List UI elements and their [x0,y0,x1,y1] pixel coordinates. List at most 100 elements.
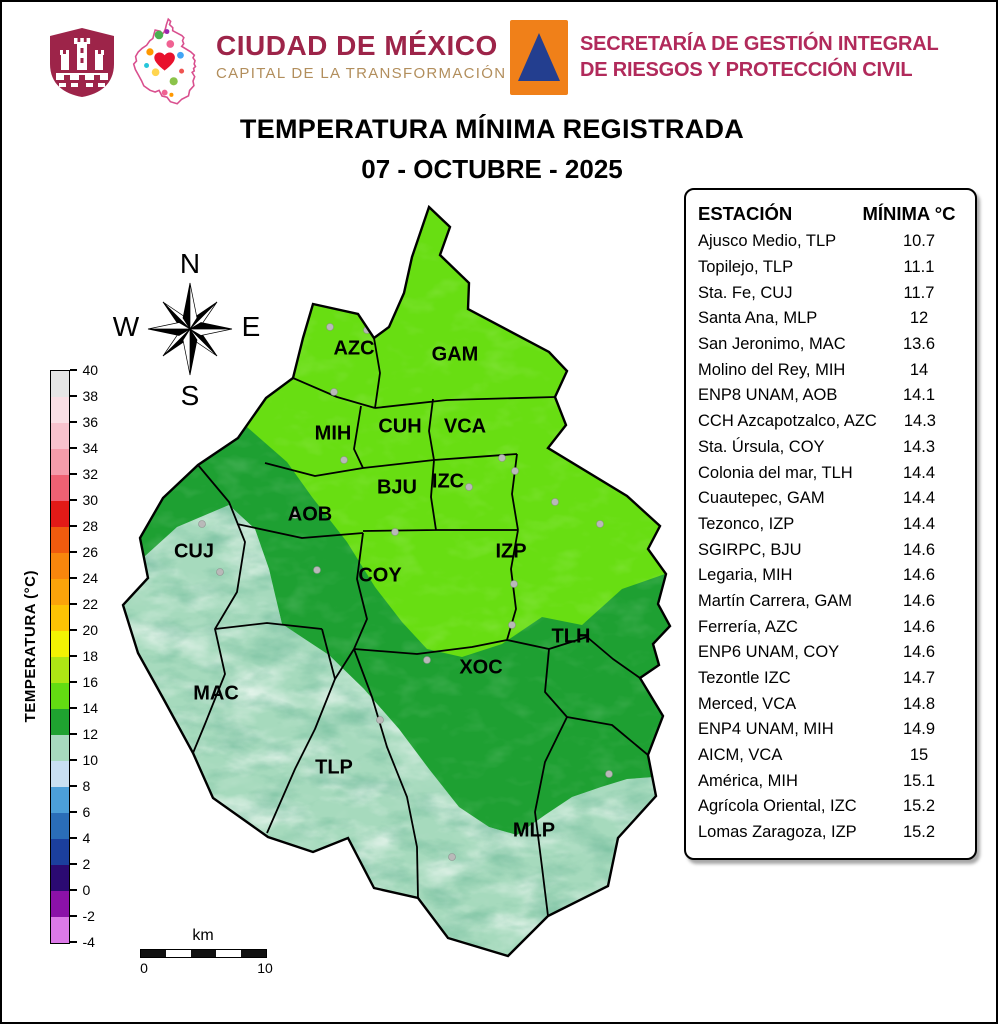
station-name: Ajusco Medio, TLP [698,232,837,251]
scalebar-segment [216,950,241,957]
colorbar-segment-28–30 [51,501,69,527]
table-row: ENP6 UNAM, COY 14.6 [698,640,963,666]
station-name: Legaria, MIH [698,566,793,585]
station-dot [465,483,473,491]
scalebar-segment [166,950,191,957]
colorbar-tick-label: 34 [82,440,99,456]
station-name: Merced, VCA [698,694,797,713]
colorbar-tick [69,915,77,917]
colorbar-segment-8–10 [51,761,69,787]
station-name: San Jeronimo, MAC [698,335,846,354]
colorbar-tick-label: 14 [82,700,99,716]
colorbar-tick [69,863,77,865]
colorbar-tick [69,941,77,943]
station-name: Colonia del mar, TLH [698,463,853,482]
colorbar-tick-label: 26 [82,544,99,560]
station-name: Martín Carrera, GAM [698,591,853,610]
station-name: Topilejo, TLP [698,258,794,277]
table-row: Sta. Úrsula, COY 14.3 [698,435,963,461]
station-dot [340,456,348,464]
station-temp: 14.1 [902,386,936,405]
district-label-aob: AOB [288,503,332,525]
station-table: ESTACIÓN MÍNIMA °C Ajusco Medio, TLP 10.7… [684,188,977,860]
station-temp: 12 [909,309,929,328]
cdmx-folkart-logo [132,17,197,105]
station-dot [406,244,414,252]
colorbar-tick [69,577,77,579]
table-row: SGIRPC, BJU 14.6 [698,537,963,563]
colorbar-tick-label: -2 [82,908,95,924]
scalebar-start: 0 [140,960,148,976]
colorbar-tick [69,733,77,735]
colorbar-segment-32–34 [51,449,69,475]
compass-east-label: E [241,311,261,342]
colorbar-tick-label: 12 [82,726,99,742]
compass-west-label: W [112,311,140,342]
station-temp: 14.6 [902,591,936,610]
colorbar-segment-34–36 [51,423,69,449]
district-label-cuh: CUH [378,415,421,437]
station-temp: 10.7 [902,232,936,251]
colorbar-tick [69,551,77,553]
title-line2: 07 - OCTUBRE - 2025 [361,154,623,184]
district-label-mlp: MLP [513,819,555,841]
cdmx-map: AZC GAM MIH CUH VCA BJU IZC AOB IZP CUJ COY TLH XOC M… [121,205,672,958]
colorbar-tick [69,811,77,813]
table-row: ENP8 UNAM, AOB 14.1 [698,383,963,409]
station-temp: 11.1 [903,258,935,277]
colorbar-segment-24–26 [51,553,69,579]
colorbar-segment--4–-2 [51,917,69,943]
station-dot [216,568,224,576]
header: CIUDAD DE MÉXICO CAPITAL DE LA TRANSFORM… [2,2,996,110]
district-label-gam: GAM [432,343,479,365]
station-temp: 15 [909,746,929,765]
station-name: Lomas Zaragoza, IZP [698,823,857,842]
compass-south-label: S [180,380,200,411]
station-name: ENP4 UNAM, MIH [698,720,834,739]
station-dot [423,656,431,664]
table-row: Lomas Zaragoza, IZP 15.2 [698,820,963,846]
secretaria-wordmark: SECRETARÍA DE GESTIÓN INTEGRAL DE RIESGO… [580,31,970,83]
colorbar-segment-18–20 [51,631,69,657]
table-row: Topilejo, TLP 11.1 [698,255,963,281]
station-name: Cuautepec, GAM [698,489,825,508]
station-name: América, MIH [698,771,798,790]
table-row: Sta. Fe, CUJ 11.7 [698,280,963,306]
station-temp: 15.2 [902,823,936,842]
colorbar-tick-label: 8 [82,778,91,794]
station-name: ENP8 UNAM, AOB [698,386,838,405]
table-row: Tezonco, IZP 14.4 [698,512,963,538]
colorbar-tick [69,421,77,423]
secretaria-line2: DE RIESGOS Y PROTECCIÓN CIVIL [580,59,913,81]
district-label-tlh: TLH [552,625,591,647]
map-labels: AZC GAM MIH CUH VCA BJU IZC AOB IZP CUJ COY TLH XOC M… [174,337,590,841]
station-temp: 15.1 [902,771,936,790]
station-dot [313,566,321,574]
station-name: SGIRPC, BJU [698,540,802,559]
table-header: ESTACIÓN MÍNIMA °C [698,199,963,229]
station-name: Agrícola Oriental, IZC [698,797,857,816]
colorbar-segment-36–38 [51,397,69,423]
colorbar-segment-38–40 [51,371,69,397]
station-name: Tezontle IZC [698,669,791,688]
scalebar-segment [191,950,216,957]
colorbar-tick [69,707,77,709]
colorbar-tick-label: 24 [82,570,99,586]
station-temp: 14.3 [903,412,936,431]
station-temp: 14.8 [902,694,936,713]
title-line1: TEMPERATURA MÍNIMA REGISTRADA [239,114,745,144]
station-dot [391,528,399,536]
colorbar-tick-label: 38 [82,388,99,404]
colorbar-tick [69,603,77,605]
colorbar-segment-12–14 [51,709,69,735]
colorbar-tick-label: 22 [82,596,99,612]
colorbar-segment--2–0 [51,891,69,917]
station-dot [376,716,384,724]
station-temp: 14.4 [902,489,936,508]
station-dot [508,621,516,629]
table-row: América, MIH 15.1 [698,768,963,794]
colorbar-tick-label: 16 [82,674,99,690]
colorbar-segment-4–6 [51,813,69,839]
scalebar-unit: km [192,927,214,944]
station-name: CCH Azcapotzalco, AZC [698,412,877,431]
